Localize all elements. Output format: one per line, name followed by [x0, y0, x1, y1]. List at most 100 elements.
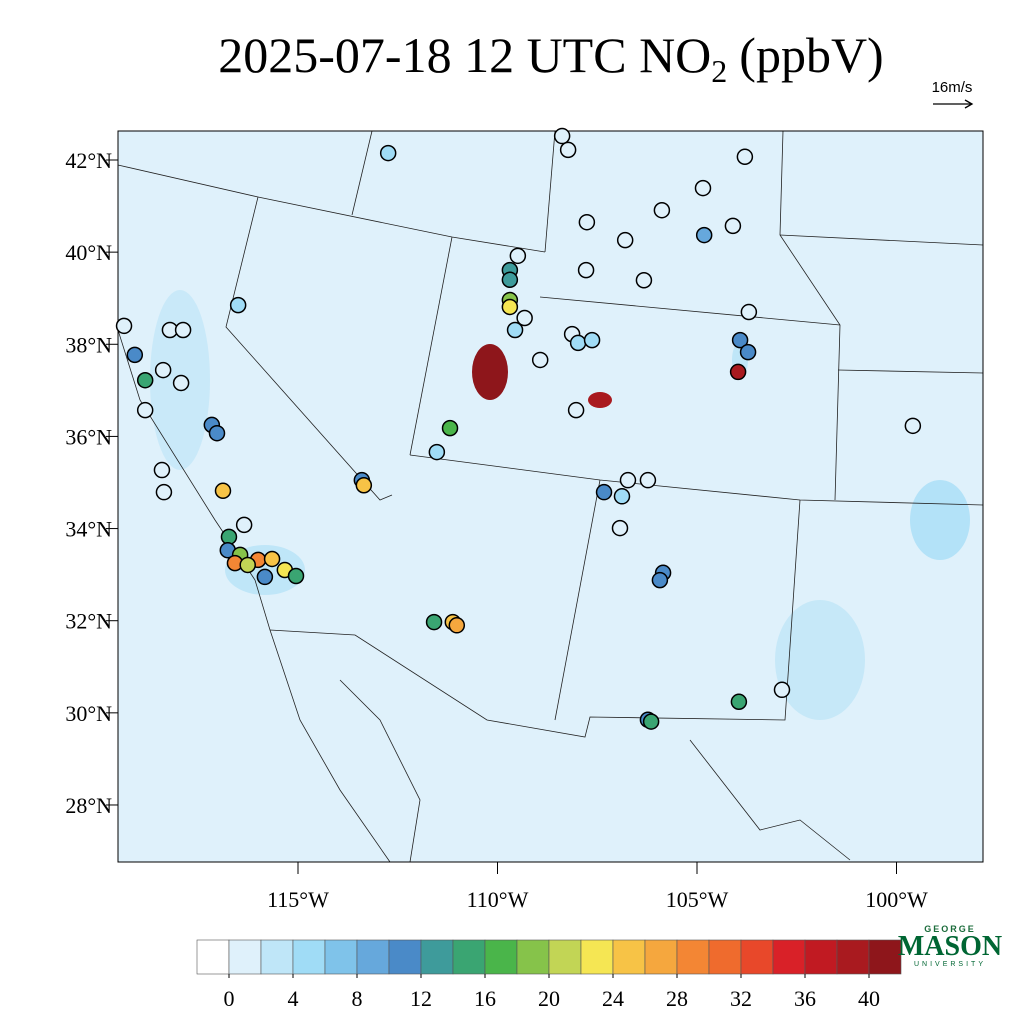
station	[428, 443, 446, 461]
station	[559, 141, 577, 159]
logo-top: GEORGE	[924, 924, 976, 934]
colorbar-box	[516, 939, 550, 975]
colorbar-box	[580, 939, 614, 975]
lon-label: 100°W	[865, 887, 928, 912]
lat-label: 38°N	[65, 332, 112, 357]
colorbar-box	[708, 939, 742, 975]
station	[501, 298, 519, 316]
station	[208, 424, 226, 442]
colorbar-box	[644, 939, 678, 975]
station	[235, 516, 253, 534]
colorbar-box	[772, 939, 806, 975]
colorbar-label: 32	[730, 986, 752, 1011]
colorbar-label: 24	[602, 986, 624, 1011]
station	[506, 321, 524, 339]
lat-label: 42°N	[65, 148, 112, 173]
title-main: 2025-07-18 12 UTC NO	[218, 27, 711, 83]
map-frame	[117, 130, 984, 863]
station	[616, 231, 634, 249]
station	[516, 309, 533, 327]
station	[379, 144, 397, 162]
station	[739, 343, 757, 361]
station	[287, 567, 305, 585]
wind-scale-arrow	[933, 99, 974, 109]
station	[425, 613, 443, 631]
colorbar-box	[356, 939, 390, 975]
station	[136, 401, 154, 419]
logo-bottom: UNIVERSITY	[914, 961, 986, 968]
station	[611, 519, 629, 537]
station	[773, 681, 791, 699]
station	[569, 334, 587, 352]
station	[639, 471, 657, 489]
station	[567, 401, 585, 419]
lon-label: 115°W	[267, 887, 329, 912]
station	[553, 127, 571, 145]
station	[501, 271, 519, 289]
lat-label: 40°N	[65, 240, 112, 265]
station	[174, 321, 192, 339]
colorbar-label: 0	[224, 986, 235, 1011]
station	[729, 363, 747, 381]
colorbar-box	[196, 939, 230, 975]
station	[136, 371, 154, 389]
station	[229, 296, 247, 314]
station	[355, 477, 373, 494]
logo-main: MASON	[898, 931, 1002, 962]
station	[239, 556, 256, 574]
colorbar-box	[676, 939, 710, 975]
station	[595, 483, 613, 501]
colorbar-label: 8	[352, 986, 363, 1011]
station	[531, 351, 549, 369]
station	[126, 346, 144, 364]
lat-label: 28°N	[65, 793, 112, 818]
lon-label: 105°W	[666, 887, 729, 912]
title-subscript: 2	[711, 53, 727, 89]
station	[256, 568, 274, 586]
station	[154, 361, 172, 379]
colorbar-box	[292, 939, 326, 975]
lat-label: 34°N	[65, 517, 112, 542]
station	[441, 419, 459, 437]
logo: GEORGE MASON UNIVERSITY	[898, 924, 1002, 968]
station	[509, 247, 527, 265]
station	[115, 317, 133, 335]
map-area	[118, 131, 983, 862]
station	[724, 217, 742, 235]
station	[448, 617, 466, 634]
station	[577, 261, 595, 279]
colorbar-box	[324, 939, 358, 975]
colorbar-box	[548, 939, 582, 975]
station	[904, 417, 922, 435]
colorbar-label: 20	[538, 986, 560, 1011]
colorbar-label: 12	[410, 986, 432, 1011]
colorbar-label: 28	[666, 986, 688, 1011]
station	[263, 550, 281, 568]
station	[155, 483, 173, 501]
station	[731, 331, 749, 349]
station	[613, 488, 631, 505]
colorbar-box	[836, 939, 870, 975]
colorbar-box	[388, 939, 422, 975]
station	[578, 213, 596, 231]
colorbar-label: 36	[794, 986, 816, 1011]
colorbar-box	[804, 939, 838, 975]
lon-label: 110°W	[467, 887, 529, 912]
station	[730, 693, 748, 711]
station	[694, 179, 712, 197]
station	[642, 713, 660, 730]
station	[153, 461, 171, 479]
station	[172, 374, 190, 392]
colorbar-box	[868, 939, 902, 975]
station	[653, 201, 671, 219]
lat-label: 36°N	[65, 424, 112, 449]
title-rest: (ppbV)	[739, 27, 883, 83]
station	[740, 303, 758, 321]
lat-label: 32°N	[65, 609, 112, 634]
station	[736, 148, 754, 166]
colorbar-label: 16	[474, 986, 496, 1011]
station	[583, 331, 601, 349]
colorbar-box	[484, 939, 518, 975]
colorbar-box	[420, 939, 454, 975]
